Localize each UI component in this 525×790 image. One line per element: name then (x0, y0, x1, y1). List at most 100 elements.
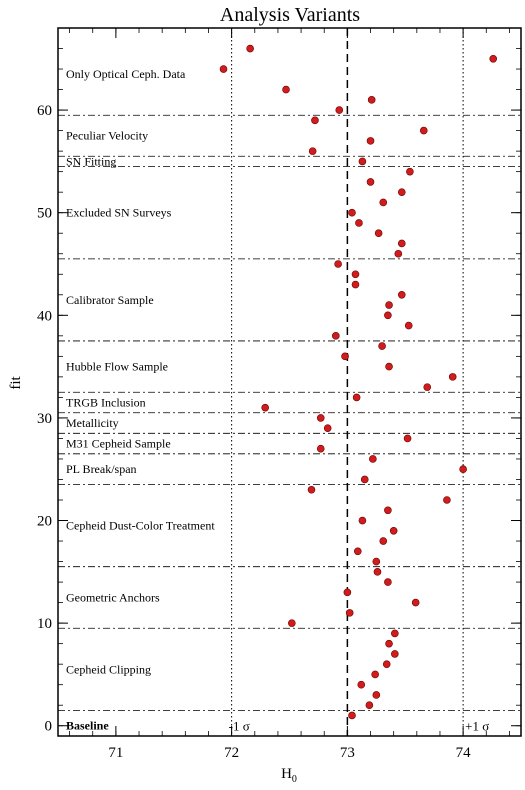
data-point (348, 711, 356, 720)
data-point (358, 516, 367, 525)
data-point (351, 270, 360, 279)
group-label: Cepheid Dust-Color Treatment (66, 519, 215, 533)
data-point (374, 229, 383, 238)
data-point (391, 629, 399, 638)
data-point (323, 424, 332, 432)
data-point (355, 219, 363, 227)
data-point (334, 260, 342, 268)
group-label: TRGB Inclusion (66, 396, 146, 410)
data-point (397, 239, 406, 248)
x-axis-ticks: 71 72 73 74 (69, 28, 510, 761)
data-point (423, 383, 432, 391)
data-point (372, 691, 381, 699)
data-point (384, 506, 392, 515)
data-point (382, 660, 391, 668)
y-tick-label: 30 (37, 411, 52, 427)
y-tick-label: 20 (37, 514, 52, 530)
data-point (379, 198, 388, 207)
data-point (360, 475, 369, 484)
x-tick-label: 73 (340, 745, 355, 761)
group-label: Peculiar Velocity (66, 129, 148, 143)
data-point (378, 342, 386, 350)
plot-frame (57, 27, 522, 737)
group-label: Only Optical Ceph. Data (66, 67, 186, 81)
data-point (219, 65, 228, 73)
data-points (219, 44, 498, 720)
data-point (394, 249, 403, 258)
sigma-label: -1 σ (229, 719, 250, 734)
y-tick-label: 50 (37, 206, 52, 222)
data-point (316, 444, 325, 453)
group-label: Geometric Anchors (66, 590, 160, 604)
data-point (385, 362, 393, 371)
group-label: Excluded SN Surveys (66, 206, 172, 220)
group-label: Baseline (66, 719, 109, 733)
data-point (373, 568, 382, 576)
y-tick-label: 40 (37, 308, 52, 324)
data-point (371, 670, 379, 679)
data-point (357, 680, 366, 689)
data-point (391, 650, 399, 658)
data-point (403, 434, 412, 443)
data-point (372, 557, 381, 566)
data-point (352, 393, 361, 402)
data-point (351, 280, 360, 289)
group-label: M31 Cepheid Sample (66, 437, 171, 451)
data-point (348, 208, 356, 217)
data-point (311, 116, 319, 125)
data-point (489, 54, 498, 63)
data-point (282, 85, 290, 94)
data-point (406, 167, 414, 176)
data-point (448, 373, 457, 381)
group-separators (58, 114, 521, 711)
data-point (246, 44, 254, 53)
data-point (385, 639, 393, 648)
data-point (331, 332, 340, 340)
sigma-label: +1 σ (465, 719, 489, 734)
data-point (366, 178, 375, 186)
data-point (397, 290, 406, 299)
data-point (397, 188, 406, 196)
data-point (341, 352, 349, 361)
group-label: Cepheid Clipping (66, 662, 151, 676)
data-point (384, 311, 392, 320)
data-point (261, 403, 269, 412)
data-point (404, 321, 413, 330)
group-label: Calibrator Sample (66, 293, 154, 307)
group-label: PL Break/span (66, 462, 137, 476)
group-labels: Baseline Cepheid Clipping Geometric Anchor… (66, 67, 215, 733)
data-point (307, 485, 316, 494)
data-point (367, 96, 376, 104)
group-label: Metallicity (66, 416, 119, 430)
data-point (335, 106, 344, 114)
data-point (366, 137, 375, 145)
data-point (369, 455, 377, 463)
data-point (308, 147, 317, 155)
x-tick-label: 71 (108, 745, 123, 761)
data-point (459, 465, 467, 474)
data-point (345, 609, 354, 617)
x-axis-label: H0 (281, 766, 297, 785)
x-tick-label: 72 (224, 745, 239, 761)
data-point (385, 301, 393, 309)
data-point (343, 588, 352, 597)
data-point (288, 619, 296, 627)
y-axis-label: fit (8, 376, 24, 390)
data-point (443, 496, 451, 504)
group-label: SN Fitting (66, 154, 116, 168)
y-tick-label: 10 (37, 616, 52, 632)
y-tick-label: 0 (45, 719, 53, 735)
data-point (389, 526, 398, 535)
x-axis-label-main: H (281, 766, 292, 782)
data-point (411, 598, 420, 607)
data-point (365, 701, 374, 710)
data-point (316, 414, 325, 422)
reference-lines: -1 σ +1 σ (229, 28, 489, 736)
y-axis-ticks: 0 10 20 30 40 50 60 (37, 48, 521, 735)
y-tick-label: 60 (37, 103, 52, 119)
x-tick-label: 74 (456, 745, 472, 761)
data-point (384, 578, 392, 586)
x-axis-label-subscript: 0 (292, 774, 297, 785)
data-point (353, 547, 362, 556)
